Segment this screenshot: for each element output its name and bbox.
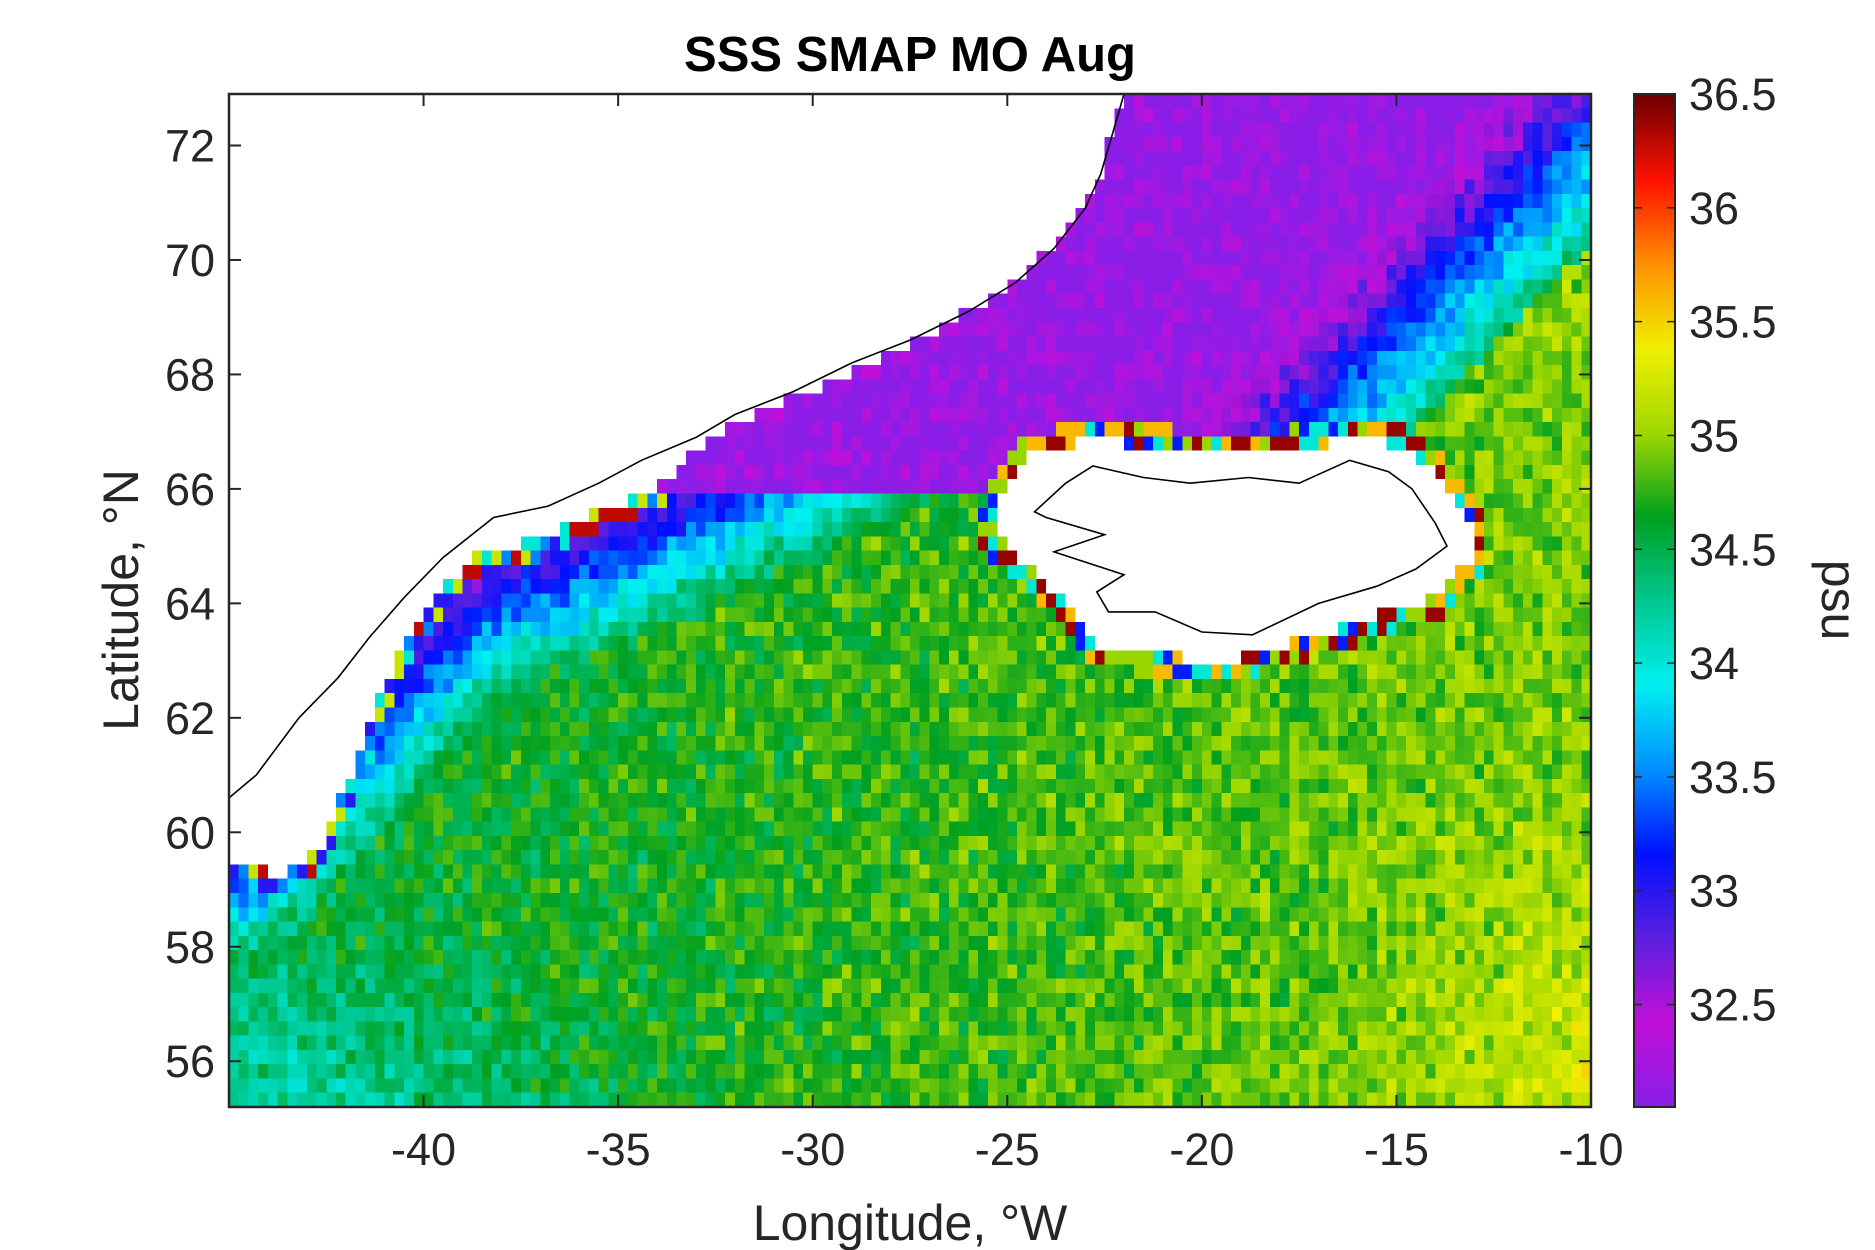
greenland-coastline: [229, 94, 1125, 799]
iceland-coastline: [1033, 459, 1449, 636]
y-tick-label: 68: [165, 349, 215, 400]
chart-title: SSS SMAP MO Aug: [684, 28, 1136, 82]
colorbar-tick-label: 33.5: [1689, 752, 1777, 803]
colorbar-tick-label: 34: [1689, 638, 1739, 689]
colorbar: 32.5 33 33.5 34 34.5 35 35.5 36 36.5: [1633, 69, 1777, 1108]
y-tick-label: 66: [165, 464, 215, 515]
colorbar-tick-label: 32.5: [1689, 980, 1777, 1031]
colorbar-tick-label: 36: [1689, 183, 1739, 234]
y-tick-label: 58: [165, 922, 215, 973]
colorbar-tick-label: 35.5: [1689, 297, 1777, 348]
colorbar-tick-label: 35: [1689, 410, 1739, 461]
x-axis-label: Longitude, °W: [753, 1195, 1068, 1250]
colorbar-ticks: 32.5 33 33.5 34 34.5 35 35.5 36 36.5: [1634, 69, 1777, 1031]
y-tick-label: 72: [165, 121, 215, 172]
y-tick-label: 60: [165, 807, 215, 858]
colorbar-gradient: [1634, 94, 1675, 1107]
x-tick-label: -25: [975, 1124, 1040, 1175]
colorbar-label: psu: [1811, 560, 1867, 641]
y-axis: 56 58 60 62 64 66 68 70 72: [165, 121, 1591, 1087]
land-mask: [229, 94, 1449, 799]
salinity-heatmap: [229, 94, 1591, 1107]
plot-area: [229, 94, 1591, 1107]
x-tick-label: -10: [1558, 1124, 1623, 1175]
colorbar-tick-label: 36.5: [1689, 69, 1777, 120]
colorbar-frame: [1633, 93, 1676, 1108]
y-tick-label: 56: [165, 1036, 215, 1087]
colorbar-tick-label: 34.5: [1689, 524, 1777, 575]
plot-frame: [227, 92, 1593, 1109]
x-tick-label: -15: [1364, 1124, 1429, 1175]
x-tick-label: -30: [780, 1124, 845, 1175]
y-tick-label: 62: [165, 693, 215, 744]
y-tick-label: 64: [165, 578, 215, 629]
x-tick-label: -35: [586, 1124, 651, 1175]
x-tick-label: -20: [1169, 1124, 1234, 1175]
y-tick-label: 70: [165, 235, 215, 286]
x-tick-label: -40: [391, 1124, 456, 1175]
colorbar-tick-label: 33: [1689, 866, 1739, 917]
x-axis: -40 -35 -30 -25 -20 -15 -10: [391, 94, 1624, 1175]
y-axis-label: Latitude, °N: [93, 469, 149, 731]
